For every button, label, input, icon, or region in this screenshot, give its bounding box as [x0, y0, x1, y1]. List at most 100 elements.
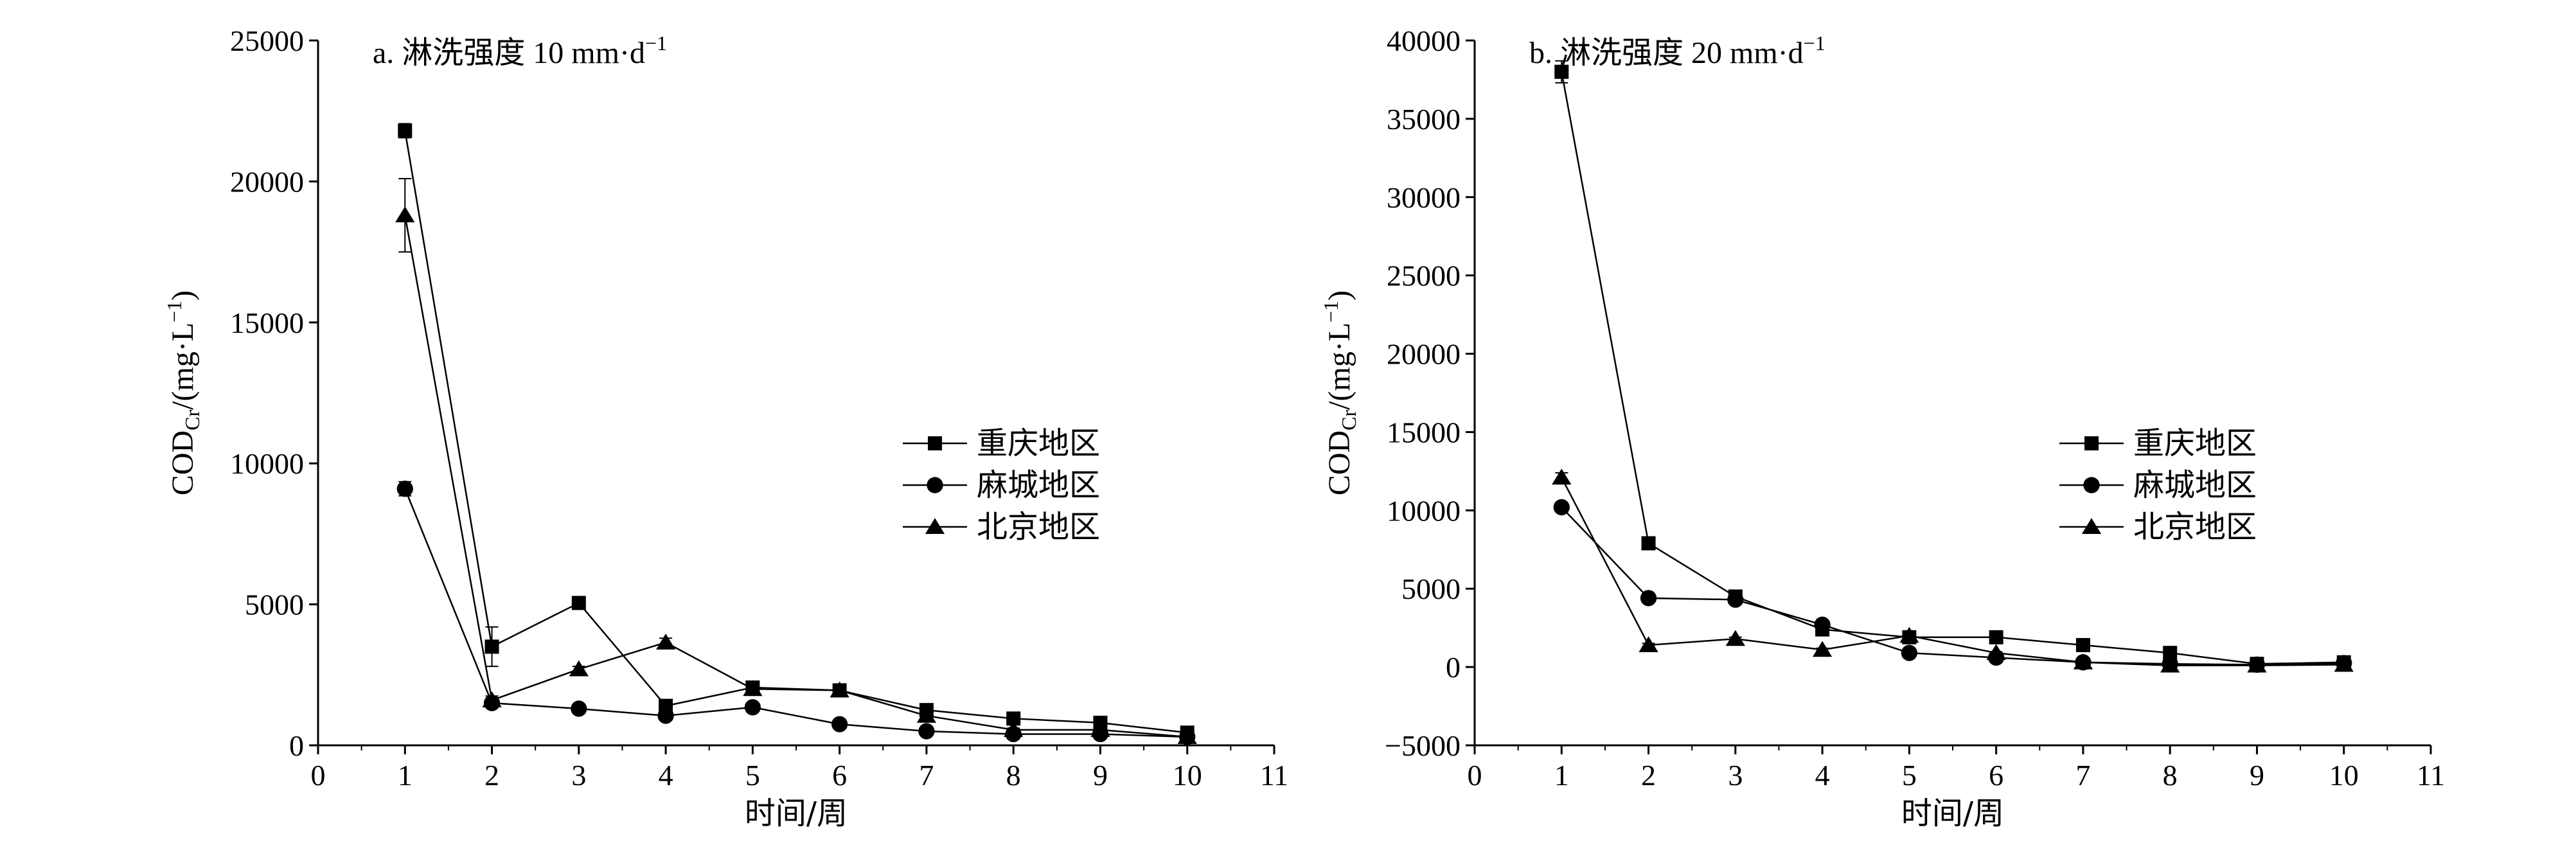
x-tick-label: 8 — [1006, 759, 1021, 792]
y-tick-label: 35000 — [1387, 103, 1461, 136]
x-tick-label: 5 — [1902, 759, 1917, 792]
data-point — [1727, 591, 1744, 608]
panel-title: a. 淋洗强度 10 mm·d−1 — [373, 31, 667, 70]
data-point — [2247, 656, 2267, 673]
panel-title-superscript: −1 — [645, 31, 667, 55]
y-tick-label: 15000 — [230, 306, 304, 339]
x-tick-label: 6 — [1989, 759, 2003, 792]
data-point — [918, 723, 935, 740]
data-point — [2075, 637, 2090, 652]
legend-marker — [925, 518, 945, 534]
x-tick-label: 9 — [1093, 759, 1108, 792]
x-tick-label: 2 — [1641, 759, 1656, 792]
y-axis-label-close: ) — [1322, 290, 1356, 301]
data-point — [1640, 590, 1657, 607]
data-point — [657, 707, 674, 724]
data-point — [655, 634, 676, 650]
legend-marker — [2084, 436, 2099, 450]
x-tick-label: 0 — [311, 759, 326, 792]
x-tick-label: 3 — [571, 759, 586, 792]
series-line — [1561, 71, 2344, 665]
x-tick-label: 4 — [659, 759, 673, 792]
series-line — [404, 215, 1187, 738]
panel-title-text: a. 淋洗强度 10 mm·d — [373, 36, 645, 70]
x-tick-label: 9 — [2250, 759, 2264, 792]
y-axis-label-superscript: −1 — [1319, 301, 1342, 323]
x-axis-label: 时间/周 — [1901, 795, 2004, 831]
data-point — [1641, 536, 1656, 551]
data-point — [1812, 641, 1833, 657]
data-point — [571, 700, 587, 717]
legend-label: 麻城地区 — [2133, 467, 2257, 503]
data-point — [831, 716, 848, 732]
data-point — [916, 707, 937, 723]
y-tick-label: 30000 — [1387, 181, 1461, 214]
panel-title-text: b. 淋洗强度 20 mm·d — [1529, 36, 1804, 70]
data-point — [2160, 656, 2180, 673]
data-point — [1006, 711, 1021, 726]
y-tick-label: 20000 — [1387, 338, 1461, 371]
y-tick-label: 5000 — [245, 589, 304, 621]
data-point — [1552, 468, 1572, 485]
x-tick-label: 5 — [745, 759, 760, 792]
data-point — [484, 639, 499, 654]
data-point — [1090, 721, 1110, 737]
data-point — [1986, 644, 2006, 661]
x-tick-label: 10 — [1173, 759, 1202, 792]
y-axis-label-main: COD — [166, 430, 200, 495]
y-tick-label: 20000 — [230, 165, 304, 198]
series-triangle — [395, 178, 1197, 744]
data-point — [743, 680, 763, 697]
x-tick-label: 6 — [832, 759, 847, 792]
series-line — [404, 488, 1187, 738]
x-tick-label: 1 — [1554, 759, 1569, 792]
y-axis-label: CODCr/(mg·L−1) — [163, 290, 204, 495]
data-point — [1814, 616, 1831, 633]
legend-label: 麻城地区 — [977, 467, 1100, 503]
data-point — [2334, 655, 2354, 672]
data-point — [1639, 636, 1658, 652]
y-axis-label-subscript: Cr — [181, 409, 204, 430]
data-point — [1553, 499, 1570, 516]
y-axis-label-main: COD — [1322, 430, 1356, 495]
data-point — [569, 660, 589, 677]
x-tick-label: 0 — [1468, 759, 1482, 792]
legend-label: 北京地区 — [977, 509, 1100, 545]
panel-title: b. 淋洗强度 20 mm·d−1 — [1529, 31, 1825, 70]
legend-marker — [2081, 518, 2102, 534]
chart-panel-b: 0 1 2 3 4 5 6 7 8 9 10 11−5000050001000015000200002… — [1319, 24, 2445, 831]
data-point — [398, 123, 413, 138]
chart-panel-a: 0 1 2 3 4 5 6 7 8 9 10 11 0 5000 10000 15000 20000 25000 时… — [163, 24, 1288, 831]
data-point — [395, 206, 415, 223]
y-tick-label: 10000 — [1387, 494, 1461, 527]
data-point — [744, 699, 761, 716]
data-point — [2163, 646, 2178, 661]
y-axis-label-superscript: −1 — [163, 301, 186, 323]
data-point — [1177, 728, 1197, 744]
x-tick-label: 2 — [484, 759, 499, 792]
y-axis-label-unit: /(mg·L — [1322, 323, 1356, 410]
series-line — [1561, 477, 2344, 666]
data-point — [1989, 630, 2003, 644]
y-tick-label: −5000 — [1385, 729, 1461, 762]
series-line — [1561, 506, 2344, 666]
x-tick-label: 11 — [1260, 759, 1288, 792]
data-point — [1899, 626, 1919, 643]
panel-title-superscript: −1 — [1804, 31, 1825, 55]
series-triangle — [1552, 468, 2354, 673]
x-tick-label: 11 — [2417, 759, 2445, 792]
y-axis-label-close: ) — [166, 290, 200, 301]
x-tick-label: 10 — [2329, 759, 2359, 792]
legend-marker — [2083, 477, 2100, 493]
data-point — [1004, 721, 1024, 737]
data-point — [1725, 630, 1745, 646]
y-tick-label: 0 — [1446, 651, 1461, 684]
y-tick-label: 5000 — [1401, 572, 1461, 605]
y-tick-label: 40000 — [1387, 24, 1461, 57]
data-point — [2073, 653, 2093, 670]
data-point — [830, 681, 849, 698]
legend-label: 重庆地区 — [977, 425, 1100, 461]
